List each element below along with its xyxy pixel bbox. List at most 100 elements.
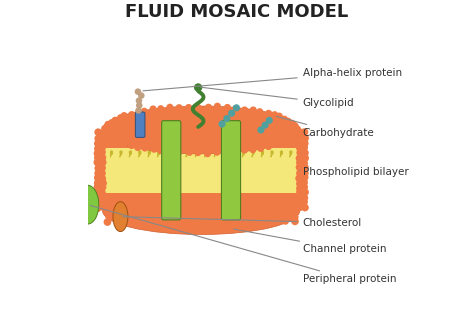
Circle shape (296, 193, 304, 201)
Circle shape (232, 213, 240, 220)
Circle shape (101, 125, 108, 132)
Circle shape (218, 130, 225, 137)
Circle shape (257, 145, 264, 152)
Circle shape (194, 149, 201, 156)
Circle shape (172, 213, 180, 220)
Circle shape (103, 218, 111, 226)
FancyBboxPatch shape (136, 112, 145, 137)
Circle shape (256, 108, 264, 115)
Circle shape (296, 155, 303, 162)
Circle shape (163, 117, 170, 124)
Circle shape (231, 218, 238, 226)
Circle shape (113, 207, 121, 215)
Circle shape (204, 132, 211, 139)
Circle shape (168, 116, 175, 123)
Circle shape (296, 133, 304, 141)
Circle shape (282, 217, 289, 225)
Circle shape (156, 133, 164, 140)
Circle shape (177, 138, 184, 145)
Circle shape (206, 113, 213, 121)
Circle shape (108, 119, 116, 126)
Circle shape (196, 133, 203, 140)
Circle shape (275, 127, 282, 134)
Circle shape (238, 134, 245, 141)
Circle shape (197, 115, 204, 122)
Circle shape (191, 132, 198, 139)
Circle shape (105, 213, 113, 220)
Text: Alpha-helix protein: Alpha-helix protein (143, 68, 402, 91)
Circle shape (229, 116, 237, 123)
Circle shape (215, 114, 222, 121)
Circle shape (247, 123, 254, 131)
Circle shape (151, 130, 158, 137)
Circle shape (147, 141, 154, 148)
Circle shape (291, 217, 299, 225)
Circle shape (266, 117, 273, 124)
Circle shape (202, 208, 210, 216)
Circle shape (261, 115, 268, 122)
Circle shape (164, 213, 172, 221)
Circle shape (246, 111, 254, 118)
Circle shape (268, 133, 275, 141)
Circle shape (188, 145, 196, 153)
Circle shape (210, 122, 218, 129)
Circle shape (219, 108, 226, 115)
Circle shape (99, 179, 107, 187)
Circle shape (157, 147, 164, 154)
Text: Channel protein: Channel protein (234, 229, 386, 254)
Circle shape (123, 213, 131, 221)
Circle shape (174, 127, 181, 134)
Circle shape (128, 111, 136, 118)
Circle shape (182, 138, 190, 145)
Circle shape (224, 149, 231, 156)
Circle shape (292, 122, 299, 129)
Circle shape (184, 122, 191, 129)
Polygon shape (102, 148, 300, 193)
Circle shape (185, 104, 192, 111)
Circle shape (293, 126, 301, 133)
Circle shape (99, 183, 106, 191)
Circle shape (296, 180, 304, 188)
Circle shape (213, 149, 220, 156)
Circle shape (94, 179, 101, 187)
Circle shape (242, 133, 249, 140)
Circle shape (221, 127, 228, 134)
Circle shape (175, 129, 182, 136)
Circle shape (220, 207, 228, 215)
Circle shape (141, 145, 148, 152)
Circle shape (252, 213, 259, 220)
Circle shape (202, 145, 210, 153)
Circle shape (296, 188, 304, 196)
Circle shape (195, 138, 202, 145)
Circle shape (129, 118, 136, 125)
Circle shape (183, 131, 190, 138)
Circle shape (204, 121, 211, 128)
Circle shape (159, 118, 166, 125)
Circle shape (200, 120, 207, 127)
Circle shape (98, 164, 106, 172)
Circle shape (240, 133, 247, 140)
Circle shape (146, 112, 154, 119)
Circle shape (154, 121, 161, 128)
Circle shape (218, 122, 225, 129)
Circle shape (247, 131, 254, 138)
Circle shape (98, 199, 106, 207)
Circle shape (270, 141, 277, 148)
Circle shape (274, 122, 281, 129)
Circle shape (121, 140, 128, 147)
Circle shape (182, 115, 189, 122)
Circle shape (158, 110, 165, 117)
Circle shape (120, 112, 128, 119)
Circle shape (128, 134, 135, 141)
Ellipse shape (102, 187, 300, 235)
Circle shape (126, 121, 133, 128)
Circle shape (99, 175, 106, 182)
Circle shape (213, 121, 220, 129)
Circle shape (175, 148, 182, 156)
Circle shape (149, 129, 156, 136)
Circle shape (295, 175, 303, 182)
Circle shape (211, 207, 219, 215)
Circle shape (204, 107, 211, 114)
Circle shape (173, 108, 180, 116)
Circle shape (99, 154, 106, 161)
